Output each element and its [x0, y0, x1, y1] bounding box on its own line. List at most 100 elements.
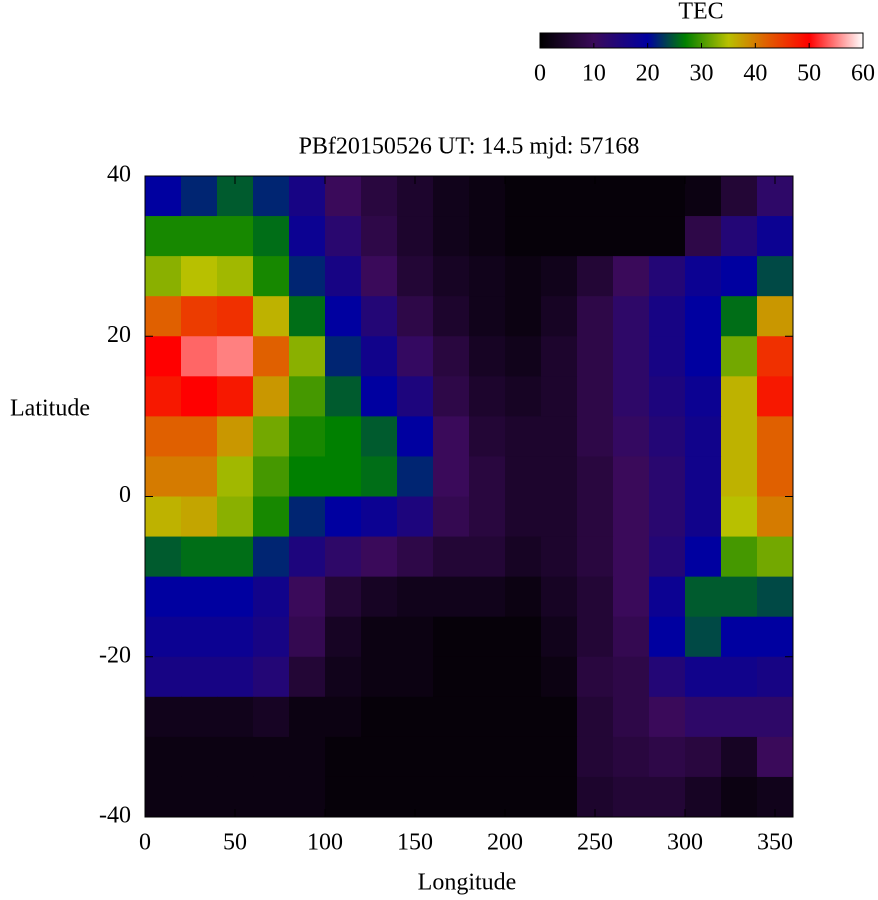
y-tick-label: 20 [107, 322, 131, 348]
heat-cell [433, 496, 470, 538]
heat-cell [505, 656, 542, 698]
heat-cell [613, 576, 650, 618]
heat-cell [505, 296, 542, 337]
heat-cell [145, 776, 182, 818]
heat-cell [145, 496, 182, 538]
heat-cell [505, 176, 542, 217]
heat-cell [361, 656, 398, 698]
x-tick-label: 0 [139, 830, 151, 856]
heat-cell [181, 256, 218, 297]
heat-cell [505, 736, 542, 778]
heat-cell [757, 256, 794, 297]
heat-cell [541, 656, 578, 698]
heat-cell [469, 256, 506, 297]
heat-cell [361, 696, 398, 738]
heat-cell [289, 176, 326, 217]
heat-cell [289, 416, 326, 457]
heat-cell [361, 776, 398, 818]
heat-cell [397, 296, 434, 337]
heat-cell [145, 456, 182, 497]
heat-cell [577, 616, 614, 658]
colorbar-tick-label: 20 [636, 61, 660, 87]
heat-cell [685, 376, 722, 417]
heat-cell [289, 616, 326, 658]
heat-cell [613, 176, 650, 217]
heat-cell [289, 696, 326, 738]
heat-cell [649, 416, 686, 457]
x-tick-label: 350 [757, 830, 793, 856]
heat-cell [325, 696, 362, 738]
heat-cell [289, 736, 326, 778]
heat-cell [505, 776, 542, 818]
heat-cell [433, 576, 470, 618]
heat-cell [757, 456, 794, 497]
heat-cell [181, 576, 218, 618]
heat-cell [397, 576, 434, 618]
heat-cell [289, 216, 326, 257]
heat-cell [253, 696, 290, 738]
heat-cell [433, 296, 470, 337]
heat-cell [757, 616, 794, 658]
heat-cell [649, 176, 686, 217]
heat-cell [757, 496, 794, 538]
heat-cell [577, 456, 614, 497]
heat-cell [469, 536, 506, 578]
heat-cell [577, 296, 614, 337]
heat-cell [541, 456, 578, 497]
heat-cell [217, 656, 254, 698]
heat-cell [757, 296, 794, 337]
heat-cell [505, 496, 542, 538]
heat-cell [469, 496, 506, 538]
heat-cell [649, 736, 686, 778]
heat-cell [685, 456, 722, 497]
heat-cell [721, 456, 758, 497]
heat-cell [253, 176, 290, 217]
heat-cell [397, 616, 434, 658]
heat-cell [541, 736, 578, 778]
heat-cell [613, 616, 650, 658]
heat-cell [325, 176, 362, 217]
heat-cell [397, 736, 434, 778]
colorbar-tick-label: 10 [582, 61, 606, 87]
heat-cell [361, 256, 398, 297]
heat-cell [181, 616, 218, 658]
heat-cell [649, 696, 686, 738]
heat-cell [217, 256, 254, 297]
heat-cell [721, 296, 758, 337]
heat-cell [361, 496, 398, 538]
heat-cell [325, 376, 362, 417]
heat-cell [145, 256, 182, 297]
heat-cell [685, 696, 722, 738]
heat-cell [685, 256, 722, 297]
heat-cell [469, 336, 506, 377]
colorbar-tick-label: 30 [690, 61, 714, 87]
heat-cell [541, 776, 578, 818]
heat-cell [613, 376, 650, 417]
heat-cell [577, 576, 614, 618]
heat-cell [253, 736, 290, 778]
heat-cell [577, 536, 614, 578]
heat-cell [685, 736, 722, 778]
heat-cell [433, 696, 470, 738]
heat-cell [253, 776, 290, 818]
heat-cell [397, 456, 434, 497]
heat-cell [757, 536, 794, 578]
heat-cell [577, 336, 614, 377]
colorbar-label: TEC [678, 0, 723, 25]
heat-cell [469, 616, 506, 658]
heat-cell [721, 616, 758, 658]
y-tick-label: -20 [99, 642, 131, 668]
heat-cell [361, 576, 398, 618]
heat-cell [181, 376, 218, 417]
heat-cell [181, 456, 218, 497]
heat-cell [505, 616, 542, 658]
x-tick-label: 300 [667, 830, 703, 856]
heat-cell [253, 656, 290, 698]
heat-cell [253, 456, 290, 497]
heat-cell [145, 216, 182, 257]
heat-cell [253, 536, 290, 578]
heat-cell [685, 616, 722, 658]
heat-cell [469, 456, 506, 497]
heat-cell [685, 656, 722, 698]
